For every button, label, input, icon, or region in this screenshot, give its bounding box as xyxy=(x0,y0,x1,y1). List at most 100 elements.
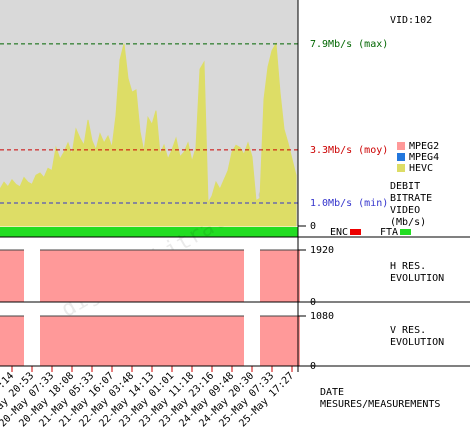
resolution-bar xyxy=(12,316,16,366)
panel-title: BITRATE xyxy=(390,193,432,204)
reference-label: 3.3Mb/s (moy) xyxy=(310,145,388,156)
resolution-bar xyxy=(100,316,104,366)
resolution-bar xyxy=(236,316,240,366)
resolution-bar xyxy=(116,316,120,366)
resolution-bar xyxy=(116,249,120,302)
resolution-bar xyxy=(88,249,92,302)
flag-label: FTA xyxy=(380,227,398,238)
resolution-bar xyxy=(148,249,152,302)
resolution-bar xyxy=(160,249,164,302)
legend-swatch xyxy=(397,153,405,161)
resolution-bar xyxy=(188,249,192,302)
y-tick-label: 1920 xyxy=(310,245,334,256)
resolution-bar xyxy=(180,249,184,302)
resolution-bar xyxy=(184,249,188,302)
legend-label: MPEG2 xyxy=(409,141,439,152)
resolution-bar xyxy=(56,249,60,302)
resolution-bar xyxy=(56,316,60,366)
resolution-bar xyxy=(68,316,72,366)
resolution-bar xyxy=(112,249,116,302)
panel-title: EVOLUTION xyxy=(390,273,444,284)
resolution-bar xyxy=(260,249,264,302)
resolution-bar xyxy=(212,249,216,302)
resolution-bar xyxy=(84,249,88,302)
resolution-bar xyxy=(52,249,56,302)
resolution-bar xyxy=(84,316,88,366)
resolution-bar xyxy=(184,316,188,366)
resolution-bar xyxy=(132,249,136,302)
resolution-bar xyxy=(292,249,296,302)
resolution-bar xyxy=(208,316,212,366)
resolution-bar xyxy=(288,249,292,302)
resolution-bar xyxy=(152,316,156,366)
resolution-bar xyxy=(80,316,84,366)
resolution-bar xyxy=(92,249,96,302)
resolution-bar xyxy=(172,316,176,366)
resolution-bar xyxy=(64,249,68,302)
resolution-bar xyxy=(264,249,268,302)
resolution-bar xyxy=(16,316,20,366)
resolution-bar xyxy=(188,316,192,366)
y-tick-label: 1080 xyxy=(310,311,334,322)
resolution-bar xyxy=(80,249,84,302)
resolution-bar xyxy=(88,316,92,366)
resolution-bar xyxy=(232,316,236,366)
resolution-bar xyxy=(268,249,272,302)
resolution-bar xyxy=(136,249,140,302)
reference-label: 1.0Mb/s (min) xyxy=(310,198,388,209)
resolution-bar xyxy=(4,249,8,302)
x-axis-title: DATE xyxy=(320,387,344,398)
resolution-bar xyxy=(172,249,176,302)
resolution-bar xyxy=(280,249,284,302)
resolution-bar xyxy=(272,316,276,366)
resolution-bar xyxy=(220,316,224,366)
legend-swatch xyxy=(397,142,405,150)
resolution-bar xyxy=(224,249,228,302)
resolution-bar xyxy=(128,249,132,302)
resolution-bar xyxy=(292,316,296,366)
resolution-bar xyxy=(0,316,4,366)
resolution-bar xyxy=(20,316,24,366)
resolution-bar xyxy=(180,316,184,366)
resolution-bar xyxy=(260,316,264,366)
flag-swatch xyxy=(350,229,361,235)
resolution-bar xyxy=(124,316,128,366)
resolution-bar xyxy=(200,249,204,302)
resolution-bar xyxy=(288,316,292,366)
resolution-bar xyxy=(124,249,128,302)
resolution-bar xyxy=(176,249,180,302)
resolution-bar xyxy=(156,249,160,302)
resolution-bar xyxy=(48,249,52,302)
resolution-bar xyxy=(192,316,196,366)
resolution-bar xyxy=(104,249,108,302)
resolution-bar xyxy=(216,316,220,366)
resolution-bar xyxy=(120,316,124,366)
panel-title: VIDEO xyxy=(390,205,420,216)
resolution-bar xyxy=(276,316,280,366)
resolution-bar xyxy=(196,316,200,366)
resolution-bar xyxy=(276,249,280,302)
resolution-bar xyxy=(192,249,196,302)
resolution-bar xyxy=(284,316,288,366)
resolution-bar xyxy=(72,249,76,302)
resolution-bar xyxy=(208,249,212,302)
resolution-bar xyxy=(48,316,52,366)
resolution-bar xyxy=(164,316,168,366)
resolution-bar xyxy=(108,249,112,302)
panel-title: V RES. xyxy=(390,325,426,336)
resolution-bar xyxy=(212,316,216,366)
resolution-bar xyxy=(128,316,132,366)
resolution-bar xyxy=(8,249,12,302)
resolution-bar xyxy=(176,316,180,366)
resolution-bar xyxy=(100,249,104,302)
resolution-bar xyxy=(20,249,24,302)
legend-label: HEVC xyxy=(409,163,433,174)
resolution-bar xyxy=(120,249,124,302)
resolution-bar xyxy=(0,249,4,302)
resolution-bar xyxy=(168,316,172,366)
resolution-bar xyxy=(112,316,116,366)
resolution-bar xyxy=(12,249,16,302)
resolution-bar xyxy=(72,316,76,366)
flag-label: ENC xyxy=(330,227,348,238)
